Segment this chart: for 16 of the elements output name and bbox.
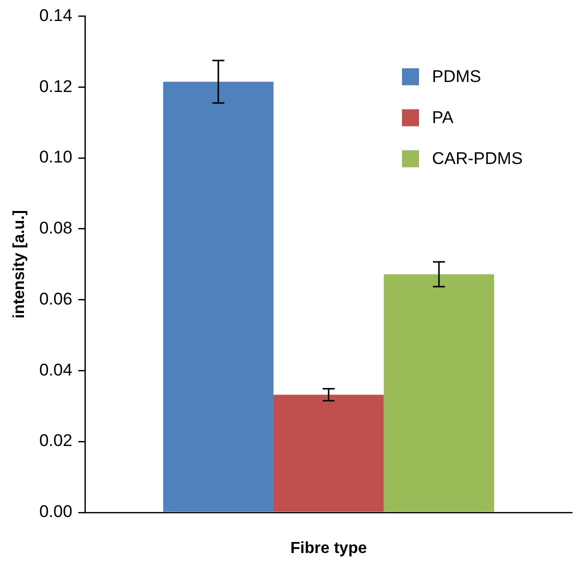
bar (384, 274, 494, 512)
y-tick-label: 0.08 (39, 218, 72, 238)
bar (273, 394, 384, 512)
y-tick-label: 0.10 (39, 148, 72, 167)
y-tick-label: 0.12 (39, 76, 72, 96)
legend-label: CAR-PDMS (432, 148, 523, 168)
legend-label: PA (432, 108, 454, 127)
y-tick-label: 0.00 (39, 502, 72, 522)
y-tick-label: 0.02 (39, 431, 72, 450)
bar (163, 82, 274, 512)
y-axis-title: intensity [a.u.] (11, 210, 28, 319)
y-tick-label: 0.04 (39, 360, 72, 380)
y-tick-label: 0.06 (39, 289, 72, 308)
x-axis-title: Fibre type (290, 540, 367, 557)
legend-label: PDMS (432, 66, 482, 86)
y-tick-label: 0.14 (39, 6, 72, 25)
